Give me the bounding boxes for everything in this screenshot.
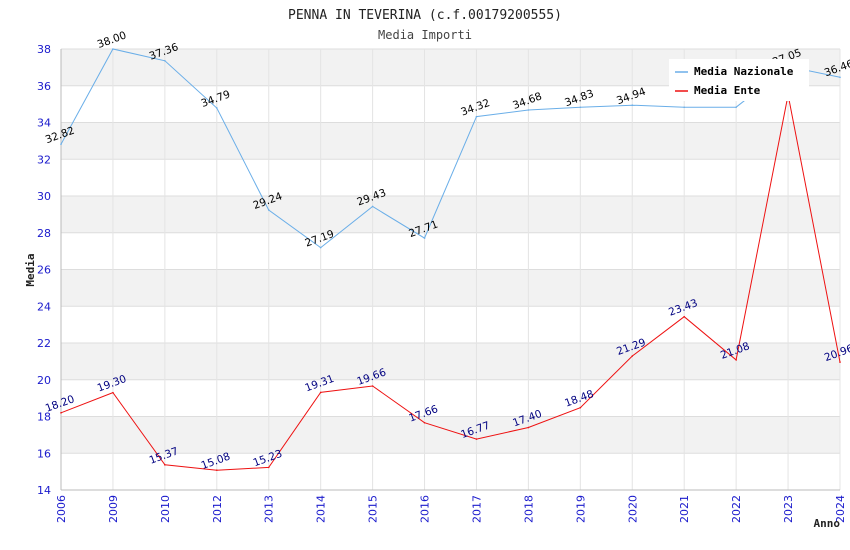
x-tick-label: 2021 bbox=[678, 495, 691, 523]
data-point bbox=[267, 466, 270, 469]
data-point bbox=[683, 315, 685, 318]
y-tick-label: 24 bbox=[37, 300, 51, 313]
x-tick-label: 2013 bbox=[263, 495, 276, 523]
data-point bbox=[112, 391, 114, 394]
data-point bbox=[631, 355, 634, 357]
y-tick-label: 30 bbox=[37, 190, 51, 203]
y-tick-label: 26 bbox=[37, 264, 51, 277]
data-point bbox=[319, 246, 322, 249]
legend-label-nazionale: Media Nazionale bbox=[694, 65, 794, 78]
grid-lines bbox=[60, 48, 841, 491]
data-point bbox=[112, 48, 114, 50]
x-tick-label: 2009 bbox=[107, 495, 120, 523]
chart-subtitle: Media Importi bbox=[378, 28, 472, 42]
data-point bbox=[423, 237, 426, 239]
data-point bbox=[683, 106, 685, 109]
data-point bbox=[735, 359, 737, 361]
grid-band bbox=[61, 269, 840, 307]
y-axis-title: Media bbox=[24, 253, 37, 286]
y-tick-label: 20 bbox=[37, 374, 51, 387]
data-point bbox=[527, 109, 530, 111]
x-tick-label: 2018 bbox=[522, 495, 535, 523]
grid-band bbox=[61, 453, 840, 490]
grid-band bbox=[61, 379, 840, 417]
data-point bbox=[371, 205, 374, 208]
data-label: 38.00 bbox=[96, 29, 128, 51]
x-tick-label: 2017 bbox=[470, 495, 483, 523]
grid-band bbox=[61, 416, 840, 454]
grid-band bbox=[61, 196, 840, 233]
x-tick-label: 2012 bbox=[211, 495, 224, 523]
y-tick-labels: 14 16 18 20 22 24 26 28 30 32 34 36 38 bbox=[37, 43, 51, 497]
grid-band bbox=[61, 343, 840, 380]
x-axis-title: Anno bbox=[814, 517, 841, 530]
x-tick-label: 2014 bbox=[315, 495, 328, 523]
data-point bbox=[216, 107, 218, 109]
data-point bbox=[164, 464, 166, 466]
grid-band bbox=[61, 232, 840, 270]
legend-box bbox=[669, 59, 809, 101]
data-point bbox=[527, 426, 530, 429]
data-point bbox=[475, 115, 478, 118]
data-point bbox=[423, 421, 426, 424]
data-point bbox=[216, 469, 218, 471]
data-point bbox=[735, 106, 737, 109]
data-point bbox=[267, 209, 270, 211]
chart-title: PENNA IN TEVERINA (c.f.00179200555) bbox=[288, 8, 562, 23]
plot-bands bbox=[61, 49, 840, 490]
x-tick-label: 2023 bbox=[782, 495, 795, 523]
x-tick-label: 2022 bbox=[730, 495, 743, 523]
x-tick-label: 2016 bbox=[419, 495, 432, 523]
data-point bbox=[319, 391, 322, 394]
y-tick-label: 16 bbox=[37, 447, 51, 460]
data-point bbox=[60, 412, 62, 414]
x-tick-label: 2010 bbox=[159, 495, 172, 523]
x-tick-label: 2024 bbox=[834, 495, 847, 523]
data-point bbox=[839, 361, 841, 363]
y-tick-label: 38 bbox=[37, 43, 51, 56]
y-tick-label: 18 bbox=[37, 411, 51, 424]
x-tick-label: 2015 bbox=[367, 495, 380, 523]
x-tick-label: 2006 bbox=[55, 495, 68, 523]
data-point bbox=[579, 406, 582, 409]
y-tick-label: 28 bbox=[37, 227, 51, 240]
y-tick-label: 32 bbox=[37, 153, 51, 166]
data-point bbox=[839, 76, 841, 79]
x-tick-label: 2020 bbox=[626, 495, 639, 523]
data-point bbox=[164, 59, 166, 62]
y-tick-label: 36 bbox=[37, 80, 51, 93]
y-tick-label: 34 bbox=[37, 117, 51, 130]
grid-band bbox=[61, 306, 840, 343]
legend: Media Nazionale Media Ente bbox=[669, 59, 809, 101]
x-tick-label: 2019 bbox=[574, 495, 587, 523]
x-tick-labels: 2006 2009 2010 2012 2013 2014 2015 2016 2017 2018… bbox=[55, 495, 847, 523]
grid-band bbox=[61, 122, 840, 160]
data-point bbox=[475, 438, 478, 440]
data-point bbox=[579, 106, 582, 109]
legend-label-ente: Media Ente bbox=[694, 84, 761, 97]
series-line-media-ente bbox=[60, 94, 841, 471]
data-point bbox=[60, 143, 62, 145]
data-point bbox=[631, 104, 634, 107]
y-tick-label: 22 bbox=[37, 337, 51, 350]
y-tick-label: 14 bbox=[37, 484, 51, 497]
data-point bbox=[371, 385, 374, 387]
series-line-media-nazionale bbox=[60, 48, 841, 249]
